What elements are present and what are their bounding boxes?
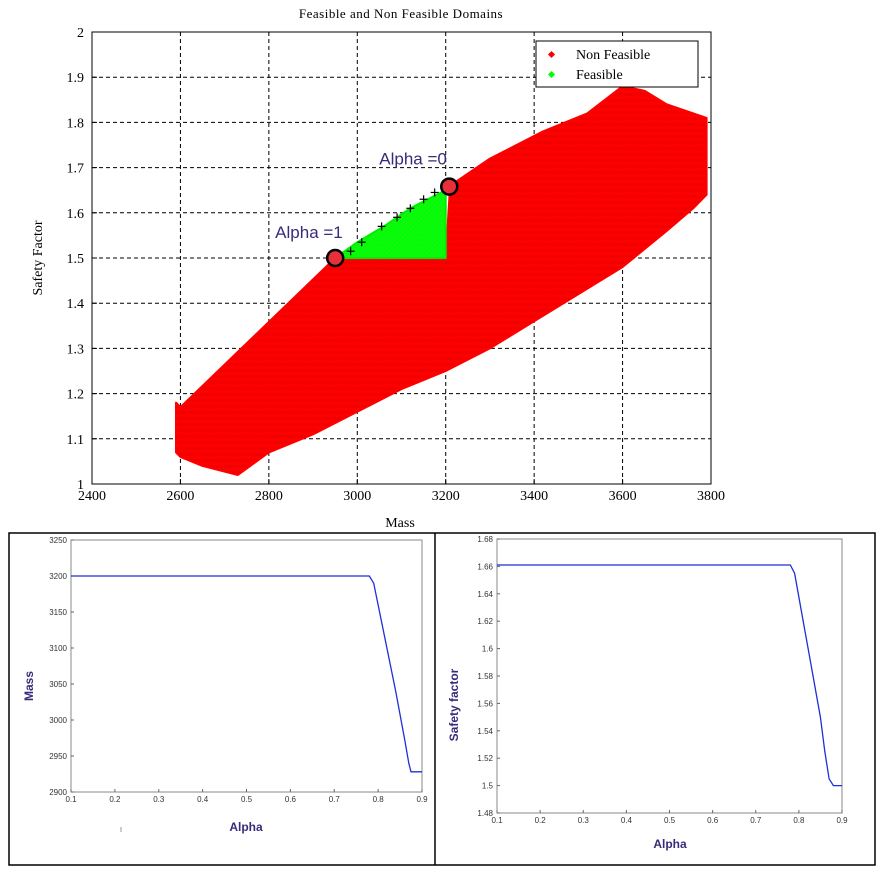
- highlight-point-label: Alpha =0: [379, 150, 447, 169]
- tick-label-x: 2600: [166, 489, 194, 504]
- legend-label-non-feasible: Non Feasible: [576, 48, 650, 63]
- y-axis-label: Mass: [22, 671, 36, 701]
- mass-vs-alpha-chart: 0.1 0.2 0.3 0.4 0.5 0.6 0.7 0.8 0.9 2900 2950 3000 3…: [22, 536, 428, 834]
- tick-label-x: 0.3: [578, 816, 590, 825]
- tick-label-y: 2: [77, 26, 84, 41]
- legend-marker-non-feasible: [547, 50, 556, 59]
- highlight-point-marker: [325, 248, 345, 268]
- plot-area: [70, 539, 423, 793]
- tick-label-y: 2950: [49, 752, 67, 761]
- x-axis-label: Mass: [385, 516, 415, 531]
- tick-label-x: 2400: [78, 489, 106, 504]
- series-line: [71, 575, 422, 773]
- tick-label-y: 1.1: [67, 433, 85, 448]
- highlight-point-label: Alpha =1: [275, 223, 343, 242]
- tick-label-x: 0.6: [285, 795, 297, 804]
- bottom-panel-frame: [8, 532, 876, 866]
- tick-label-y: 1.6: [482, 645, 494, 654]
- tick-label-x: 0.8: [793, 816, 805, 825]
- tick-label-x: 0.2: [109, 795, 121, 804]
- tick-label-y: 1.5: [482, 782, 494, 791]
- tick-label-x: 0.4: [197, 795, 209, 804]
- plot-area: [496, 538, 843, 814]
- tick-label-x: 0.8: [373, 795, 385, 804]
- tick-label-y: 1.4: [67, 297, 85, 312]
- pareto-point: [430, 188, 439, 197]
- tick-label-x: 0.1: [491, 816, 503, 825]
- tick-label-y: 1.66: [477, 562, 493, 571]
- tick-label-y: 1.6: [67, 207, 85, 222]
- feasibility-scatter-chart: 2400 2600 2800 3000 3200 3400 3600 3800 1 1.1 1.2 1…: [31, 6, 725, 531]
- tick-label-y: 1.8: [67, 116, 85, 131]
- legend-marker-feasible: [547, 70, 556, 79]
- tick-label-x: 0.4: [621, 816, 633, 825]
- tick-label-y: 3000: [49, 716, 67, 725]
- tick-label-y: 1.54: [477, 727, 493, 736]
- tick-label-x: 3000: [343, 489, 371, 504]
- highlight-point-marker: [440, 177, 459, 196]
- chart-title: Feasible and Non Feasible Domains: [299, 6, 503, 21]
- x-axis-label: Alpha: [653, 837, 687, 851]
- tick-label-y: 1.48: [477, 809, 493, 818]
- region-non-feasible: [175, 85, 708, 476]
- tick-label-y: 1.52: [477, 754, 493, 763]
- tick-label-x: 3200: [432, 489, 460, 504]
- tick-label-y: 3050: [49, 680, 67, 689]
- tick-label-y: 1.58: [477, 672, 493, 681]
- highlighted-points: Alpha =1 Alpha =0: [275, 150, 459, 268]
- tick-label-x: 0.9: [416, 795, 428, 804]
- axis-ticks: 2400 2600 2800 3000 3200 3400 3600 3800 1 1.1 1.2 1…: [67, 26, 726, 504]
- axis-ticks: 0.1 0.2 0.3 0.4 0.5 0.6 0.7 0.8 0.9 2900 2950 3000 3…: [49, 536, 428, 804]
- series-line: [497, 564, 842, 787]
- tick-label-y: 3100: [49, 644, 67, 653]
- pareto-point: [406, 204, 415, 213]
- y-axis-label: Safety Factor: [31, 220, 46, 295]
- tick-label-y: 1.2: [67, 388, 85, 403]
- tick-label-y: 1: [77, 478, 84, 493]
- legend-box: [535, 40, 699, 88]
- pareto-point: [419, 195, 428, 204]
- data-regions: [175, 85, 708, 476]
- legend: Non Feasible Feasible: [535, 40, 699, 88]
- tick-label-x: 0.5: [664, 816, 676, 825]
- tick-label-x: 0.1: [65, 795, 77, 804]
- tick-label-x: 0.3: [153, 795, 165, 804]
- axis-ticks: 0.1 0.2 0.3 0.4 0.5 0.6 0.7 0.8 0.9 1.48 1.5 1.52 1.…: [477, 535, 848, 825]
- x-axis-label: Alpha: [229, 820, 263, 834]
- tick-label-y: 2900: [49, 788, 67, 797]
- tick-label-y: 1.62: [477, 617, 493, 626]
- pareto-point: [377, 222, 386, 231]
- tick-label-x: 0.7: [750, 816, 762, 825]
- tick-label-y: 3200: [49, 572, 67, 581]
- pareto-front: [346, 188, 439, 256]
- tick-label-x: 0.6: [707, 816, 719, 825]
- tick-label-x: 3800: [697, 489, 725, 504]
- tick-label-x: 0.5: [241, 795, 253, 804]
- tick-label-y: 1.7: [67, 162, 85, 177]
- tick-label-y: 3250: [49, 536, 67, 545]
- tick-label-x: 2800: [255, 489, 283, 504]
- tick-label-y: 3150: [49, 608, 67, 617]
- tick-label-y: 1.68: [477, 535, 493, 544]
- pareto-point: [346, 247, 355, 256]
- safety-factor-vs-alpha-chart: 0.1 0.2 0.3 0.4 0.5 0.6 0.7 0.8 0.9 1.48 1.5 1.52 1.…: [447, 535, 848, 851]
- tick-label-x: 0.2: [535, 816, 547, 825]
- tick-label-x: 0.7: [329, 795, 341, 804]
- tick-label-x: 0.9: [836, 816, 848, 825]
- tick-label-y: 1.5: [67, 252, 85, 267]
- pareto-point: [357, 238, 366, 247]
- legend-label-feasible: Feasible: [576, 68, 623, 83]
- tick-label-x: 3600: [609, 489, 637, 504]
- tick-label-y: 1.3: [67, 342, 85, 357]
- tick-label-y: 1.9: [67, 71, 85, 86]
- tick-label-y: 1.56: [477, 699, 493, 708]
- tick-label-y: 1.64: [477, 590, 493, 599]
- tick-label-x: 3400: [520, 489, 548, 504]
- pareto-point: [393, 213, 402, 222]
- y-axis-label: Safety factor: [447, 668, 461, 741]
